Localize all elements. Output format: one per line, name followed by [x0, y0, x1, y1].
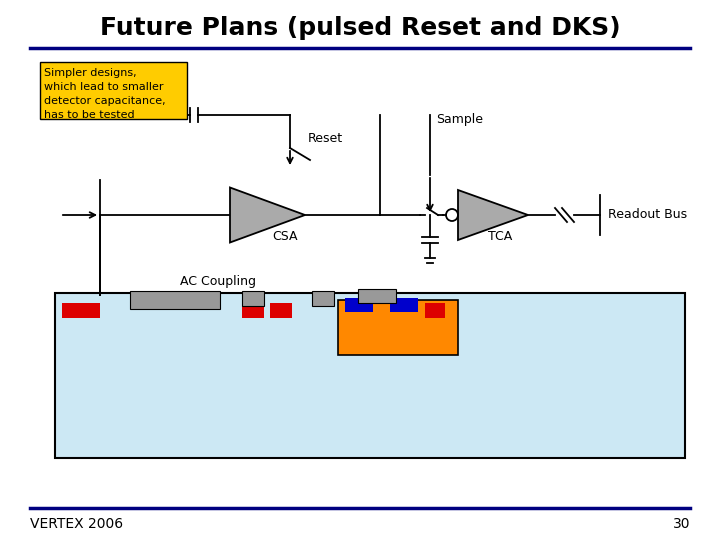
Bar: [55, 293, 685, 458]
Bar: [390, 298, 418, 312]
Bar: [425, 303, 445, 318]
Text: Readout Bus: Readout Bus: [608, 208, 687, 221]
Text: Future Plans (pulsed Reset and DKS): Future Plans (pulsed Reset and DKS): [99, 16, 621, 40]
Bar: [358, 289, 396, 303]
Text: Simpler designs,
which lead to smaller
detector capacitance,
has to be tested: Simpler designs, which lead to smaller d…: [44, 68, 165, 120]
Bar: [40, 62, 187, 119]
Bar: [242, 303, 264, 318]
Bar: [130, 291, 220, 309]
Bar: [62, 303, 100, 318]
Text: TCA: TCA: [488, 231, 512, 244]
Text: Reset: Reset: [308, 132, 343, 145]
Text: VERTEX 2006: VERTEX 2006: [30, 517, 123, 531]
Bar: [312, 291, 334, 306]
Bar: [338, 300, 458, 355]
Bar: [242, 291, 264, 306]
Text: Sample: Sample: [436, 113, 483, 126]
Bar: [345, 298, 373, 312]
Bar: [270, 303, 292, 318]
Text: 30: 30: [672, 517, 690, 531]
Polygon shape: [458, 190, 528, 240]
Polygon shape: [230, 187, 305, 242]
Text: CSA: CSA: [272, 231, 298, 244]
Text: AC Coupling: AC Coupling: [180, 275, 256, 288]
